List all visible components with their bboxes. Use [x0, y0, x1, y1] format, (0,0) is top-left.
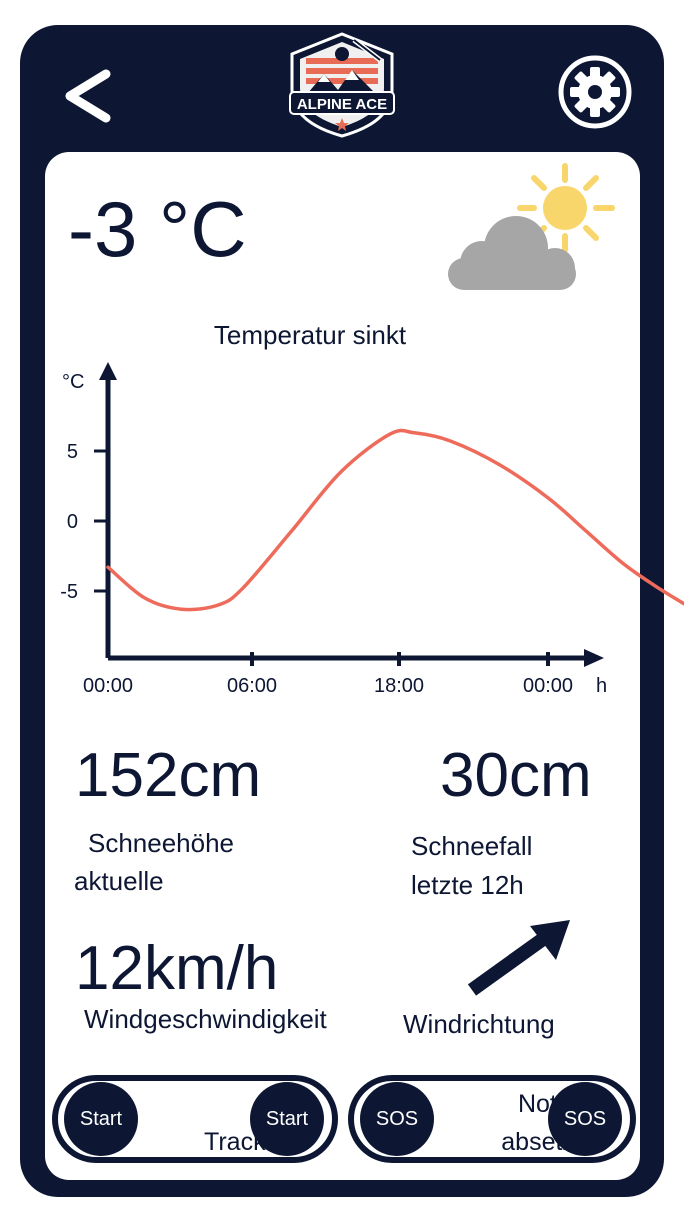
snow-depth-label-2: aktuelle — [74, 866, 164, 896]
snow-depth-value: 152cm — [75, 741, 262, 810]
start-button-right[interactable]: Start — [250, 1082, 324, 1156]
sos-button-left[interactable]: SOS — [360, 1082, 434, 1156]
snowfall-value: 30cm — [440, 741, 592, 810]
arrow-up-right-icon — [460, 912, 580, 1002]
wind-direction-label: Windrichtung — [403, 1009, 555, 1039]
logo-text: ALPINE ACE — [297, 96, 387, 113]
wind-speed-label: Windgeschwindigkeit — [84, 1004, 327, 1034]
chevron-left-icon — [65, 69, 111, 123]
snow-depth-label-1: Schneehöhe — [88, 828, 235, 858]
alpine-ace-logo: ALPINE ACE — [284, 30, 400, 140]
chart-title: Temperatur sinkt — [213, 320, 407, 350]
tracking-pill[interactable]: Tracking Start Start — [52, 1075, 338, 1163]
gear-icon — [558, 55, 632, 129]
snowfall-label-2: letzte 12h — [411, 870, 524, 900]
back-button[interactable] — [62, 68, 118, 124]
settings-button[interactable] — [557, 54, 633, 130]
current-temperature: -3 °C — [68, 185, 247, 273]
start-button-left[interactable]: Start — [64, 1082, 138, 1156]
snowfall-label-1: Schneefall — [411, 831, 533, 861]
sos-pill[interactable]: Notruf absetzen SOS SOS — [348, 1075, 636, 1163]
sos-button-right[interactable]: SOS — [548, 1082, 622, 1156]
weather-card — [45, 152, 640, 1180]
wind-speed-value: 12km/h — [75, 934, 279, 1003]
partly-sunny-icon — [440, 158, 620, 298]
